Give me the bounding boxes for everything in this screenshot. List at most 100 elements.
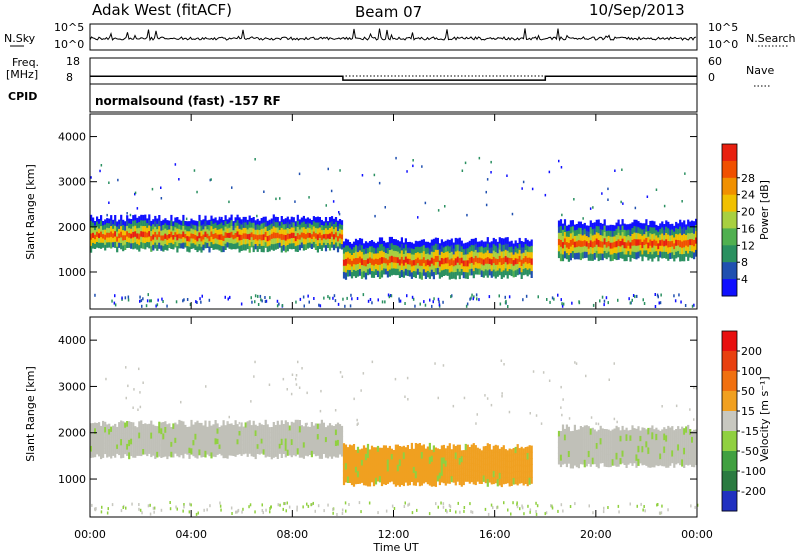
scatter-cell <box>434 362 436 365</box>
heatmap-cell <box>324 427 328 433</box>
heatmap-cell <box>220 430 223 436</box>
heatmap-cell <box>166 447 169 454</box>
heatmap-cell <box>140 437 143 445</box>
clutter-cell <box>195 300 197 304</box>
heatmap-cell <box>310 239 313 245</box>
heatmap-cell <box>440 463 443 471</box>
heatmap-cell <box>128 223 131 229</box>
heatmap-cell <box>458 264 461 273</box>
heatmap-cell <box>689 233 692 240</box>
scatter-cell <box>486 178 489 181</box>
heatmap-cell <box>256 218 259 225</box>
heatmap-cell <box>118 238 121 244</box>
heatmap-cell <box>609 430 612 438</box>
heatmap-cell <box>134 452 137 458</box>
heatmap-cell <box>633 456 636 464</box>
heatmap-cell <box>392 450 395 457</box>
clutter-cell <box>605 296 608 300</box>
heatmap-cell <box>579 438 582 446</box>
heatmap-cell <box>166 424 169 431</box>
heatmap-cell <box>142 226 145 233</box>
heatmap-cell <box>639 441 642 448</box>
heatmap-cell <box>466 462 469 470</box>
heatmap-cell <box>336 439 340 447</box>
heatmap-cell <box>364 472 368 480</box>
clutter-cell <box>142 297 144 301</box>
clutter-cell <box>499 302 502 306</box>
heatmap-cell <box>142 434 145 440</box>
heatmap-cell <box>312 236 315 243</box>
heatmap-cell <box>234 243 237 250</box>
heatmap-cell <box>308 228 311 234</box>
heatmap-cell <box>366 248 370 254</box>
heatmap-cell <box>663 240 666 247</box>
heatmap-cell <box>94 234 97 240</box>
heatmap-cell <box>647 225 650 232</box>
heatmap-cell <box>278 238 281 244</box>
clutter-cell <box>113 301 116 305</box>
heatmap-cell <box>661 221 664 229</box>
heatmap-cell <box>94 422 97 429</box>
heatmap-cell <box>557 447 561 454</box>
heatmap-cell <box>166 441 169 448</box>
heatmap-cell <box>498 478 501 486</box>
heatmap-cell <box>607 246 610 253</box>
heatmap-cell <box>466 254 469 261</box>
heatmap-cell <box>278 242 281 248</box>
heatmap-cell <box>276 445 279 453</box>
heatmap-cell <box>603 447 606 455</box>
heatmap-cell <box>599 432 602 439</box>
clutter-cell <box>276 304 279 308</box>
heatmap-cell <box>124 422 127 429</box>
heatmap-cell <box>583 453 586 461</box>
heatmap-cell <box>591 445 594 453</box>
scatter-cell <box>655 188 658 191</box>
heatmap-cell <box>202 435 205 442</box>
heatmap-cell <box>593 452 596 459</box>
heatmap-cell <box>587 444 590 452</box>
heatmap-cell <box>228 243 231 249</box>
heatmap-cell <box>526 251 529 259</box>
heatmap-cell <box>603 459 606 467</box>
heatmap-cell <box>480 264 483 271</box>
clutter-cell <box>442 505 445 509</box>
clutter-cell <box>389 294 392 297</box>
heatmap-cell <box>288 445 291 451</box>
heatmap-cell <box>200 246 203 253</box>
heatmap-cell <box>278 439 281 445</box>
heatmap-cell <box>356 246 360 253</box>
heatmap-cell <box>94 428 97 435</box>
heatmap-cell <box>332 239 336 246</box>
heatmap-cell <box>504 237 507 245</box>
clutter-cell <box>224 295 226 299</box>
heatmap-cell <box>104 244 107 251</box>
heatmap-cell <box>673 436 676 444</box>
heatmap-cell <box>100 237 103 244</box>
heatmap-cell <box>150 225 153 232</box>
scatter-cell <box>205 385 207 388</box>
clutter-cell <box>283 502 285 506</box>
heatmap-cell <box>290 439 293 446</box>
heatmap-cell <box>462 243 465 250</box>
heatmap-cell <box>408 472 411 480</box>
heatmap-cell <box>160 245 163 251</box>
heatmap-cell <box>657 231 660 239</box>
heatmap-cell <box>669 446 672 454</box>
clutter-cell <box>503 501 505 505</box>
heatmap-cell <box>368 455 372 463</box>
heatmap-cell <box>504 243 507 251</box>
heatmap-cell <box>106 227 109 234</box>
heatmap-cell <box>504 268 507 276</box>
scatter-cell <box>590 416 593 419</box>
heatmap-cell <box>589 233 592 241</box>
heatmap-cell <box>286 233 289 240</box>
heatmap-cell <box>246 229 249 235</box>
heatmap-cell <box>484 263 487 270</box>
heatmap-cell <box>380 250 384 258</box>
heatmap-cell <box>348 457 352 465</box>
heatmap-cell <box>152 234 155 241</box>
heatmap-cell <box>184 443 187 450</box>
heatmap-cell <box>410 272 413 279</box>
heatmap-cell <box>673 231 676 238</box>
heatmap-cell <box>396 444 399 452</box>
